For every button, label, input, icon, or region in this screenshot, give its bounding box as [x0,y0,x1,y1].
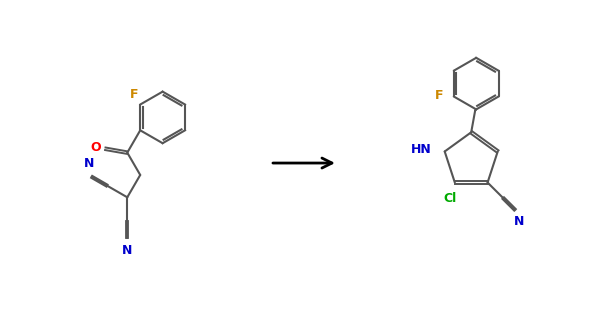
Text: HN: HN [411,143,432,156]
Text: Cl: Cl [443,192,457,205]
Text: N: N [84,157,94,170]
Text: N: N [514,215,524,228]
Text: F: F [436,89,444,102]
Text: F: F [130,87,139,100]
Text: O: O [90,141,101,154]
Text: N: N [122,244,133,257]
